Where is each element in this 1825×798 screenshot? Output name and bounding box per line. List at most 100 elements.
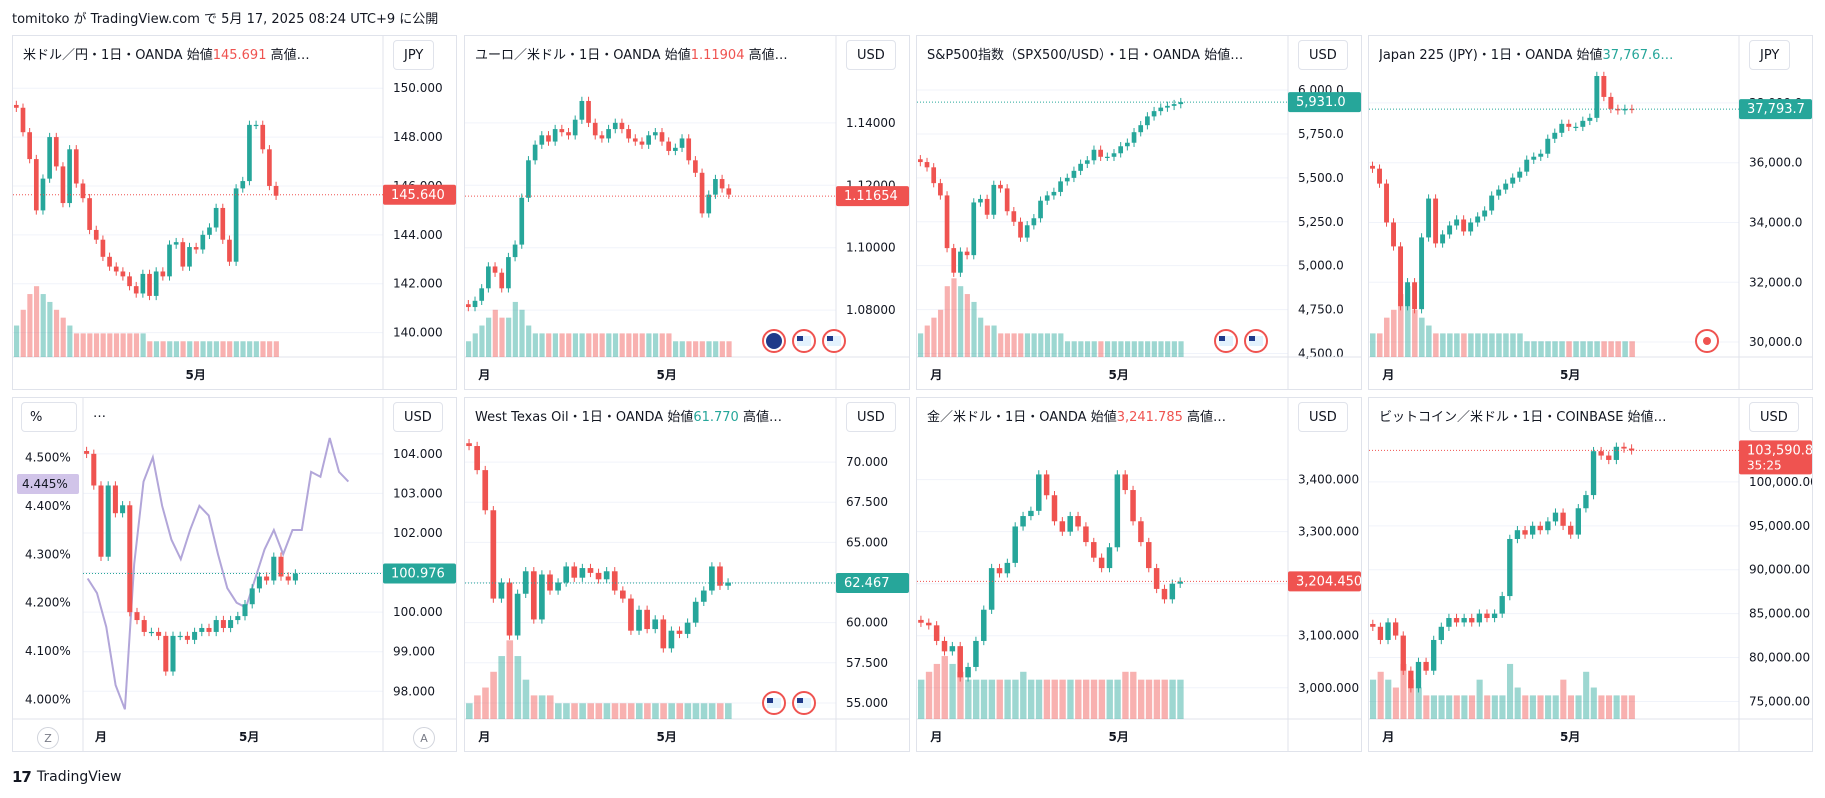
- zoom-button[interactable]: Z: [37, 727, 59, 749]
- chart-title: ユーロ／米ドル・1日・OANDA 始値1.11904 高値…: [475, 44, 788, 63]
- volume-bar: [213, 341, 219, 357]
- volume-bar: [1064, 341, 1071, 357]
- time-axis-label: 5月: [657, 368, 677, 382]
- chart-panel[interactable]: 3,400.0003,300.0003,200.0003,100.0003,00…: [916, 397, 1362, 752]
- volume-bar: [1531, 341, 1537, 357]
- candle-body: [278, 556, 284, 577]
- chart-panel[interactable]: 6,000.0 5,750.0 5,500.0 5,250.0 5,000.0 4,750…: [916, 35, 1362, 390]
- volume-bar: [918, 679, 925, 719]
- candle-body: [1419, 237, 1425, 310]
- volume-bar: [1098, 341, 1104, 357]
- candle-body: [1071, 170, 1077, 178]
- candle-body: [958, 251, 963, 273]
- candle-body: [1004, 562, 1011, 574]
- candle-body: [991, 184, 997, 215]
- currency-button[interactable]: USD: [393, 402, 443, 432]
- volume-bar: [719, 341, 725, 357]
- candle-body: [1145, 116, 1150, 126]
- left-price-tag: [17, 474, 79, 495]
- candle-body: [474, 446, 480, 471]
- volume-bar: [644, 703, 651, 719]
- chart-canvas: 38,000.036,000.034,000.032,000.030,000.0…: [1369, 36, 1812, 389]
- chart-panel[interactable]: 70.00067.50065.00062.50060.00057.50055.0…: [464, 397, 910, 752]
- chart-panel[interactable]: 38,000.036,000.034,000.032,000.030,000.0…: [1368, 35, 1813, 390]
- candle-body: [684, 622, 691, 634]
- chart-title-text: ビットコイン／米ドル・1日・COINBASE 始値…: [1379, 410, 1667, 425]
- candle-body: [1098, 149, 1103, 157]
- y-tick-label: 3,100.000: [1298, 629, 1359, 643]
- candle-body: [1370, 165, 1375, 169]
- chart-panel[interactable]: 100,000.00 95,000.00 90,000.00 85,000.00 80,…: [1368, 397, 1813, 752]
- candle-body: [599, 135, 605, 139]
- volume-bar: [499, 317, 505, 357]
- candle-body: [73, 149, 79, 184]
- volume-bar: [479, 325, 485, 357]
- candle-body: [941, 640, 948, 652]
- volume-bar: [1621, 695, 1628, 719]
- candle-body: [1138, 125, 1144, 133]
- volume-bar: [1114, 679, 1121, 719]
- currency-button[interactable]: USD: [846, 402, 896, 432]
- currency-button[interactable]: USD: [1298, 40, 1348, 70]
- volume-bar: [93, 333, 100, 357]
- time-axis-label: 5月: [1560, 368, 1580, 382]
- currency-button[interactable]: USD: [1298, 402, 1348, 432]
- volume-bar: [1423, 695, 1430, 719]
- volume-bar: [957, 671, 964, 719]
- candle-body: [555, 582, 561, 591]
- volume-bar: [1552, 695, 1559, 719]
- candle-body: [1075, 516, 1081, 527]
- candle-body: [726, 188, 732, 195]
- volume-bar: [1130, 671, 1137, 719]
- candle-body: [1507, 538, 1513, 597]
- chart-title: …: [93, 406, 106, 421]
- volume-bar: [47, 301, 53, 357]
- candle-body: [256, 576, 262, 589]
- flag-canton: [1249, 336, 1255, 341]
- chart-panel[interactable]: 104.000103.000102.000101.000100.00099.00…: [12, 397, 457, 752]
- currency-button[interactable]: JPY: [1749, 40, 1791, 70]
- volume-bar: [87, 333, 93, 357]
- y-tick-label: 1.08000: [846, 303, 896, 317]
- chart-panel[interactable]: 150.000148.000146.000144.000142.000140.0…: [12, 35, 457, 390]
- volume-bar: [599, 333, 605, 357]
- candle-body: [559, 129, 565, 133]
- candle-body: [1568, 525, 1574, 535]
- volume-bar: [267, 341, 273, 357]
- candle-body: [1446, 618, 1452, 627]
- chart-panel[interactable]: 1.14000 1.12000 1.10000 1.08000 1.11654 月 5月 ユー…: [464, 35, 910, 390]
- volume-bar: [1447, 333, 1453, 357]
- candle-body: [1024, 225, 1030, 238]
- candle-body: [472, 300, 478, 308]
- volume-bar: [971, 301, 977, 357]
- candle-body: [184, 635, 190, 640]
- candle-body: [486, 266, 491, 289]
- volume-bar: [247, 341, 253, 357]
- candle-body: [547, 574, 553, 591]
- volume-bar: [167, 341, 173, 357]
- volume-bar: [1384, 317, 1390, 357]
- volume-bar: [632, 333, 639, 357]
- last-price-tag: [1288, 92, 1361, 113]
- volume-bar: [559, 333, 565, 357]
- candle-body: [652, 619, 659, 630]
- y-tick-label: 3,000.000: [1298, 681, 1359, 695]
- candle-body: [490, 510, 497, 599]
- percent-scale-button[interactable]: %: [21, 402, 77, 432]
- candle-body: [167, 244, 172, 277]
- currency-button[interactable]: USD: [1749, 402, 1799, 432]
- time-axis-label: 5月: [657, 730, 677, 744]
- candle-body: [112, 485, 118, 514]
- candle-body: [206, 627, 212, 632]
- volume-bar: [949, 663, 956, 719]
- volume-bar: [1587, 341, 1593, 357]
- candle-body: [264, 576, 270, 581]
- candle-body: [1059, 521, 1066, 532]
- candle-body: [1131, 132, 1137, 143]
- candle-body: [482, 470, 489, 511]
- currency-button[interactable]: USD: [846, 40, 896, 70]
- currency-button[interactable]: JPY: [393, 40, 435, 70]
- candle-body: [1377, 626, 1384, 640]
- volume-bar: [519, 309, 525, 357]
- auto-scale-button[interactable]: A: [413, 727, 435, 749]
